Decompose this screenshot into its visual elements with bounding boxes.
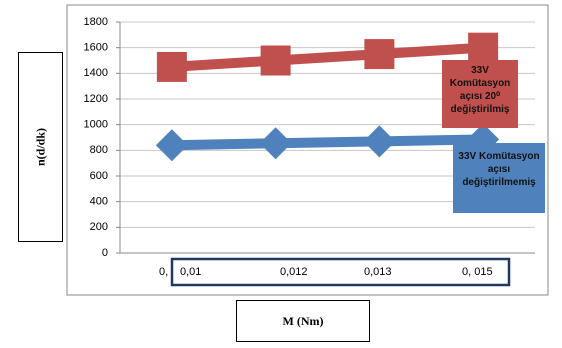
- legend-entry: 33V Komütasyon açısı 20⁰ değiştirilmiş: [442, 60, 518, 128]
- x-axis-label: M (Nm): [236, 300, 370, 342]
- legend-entry: 33V Komütasyon açısı değiştirilmemiş: [453, 143, 545, 213]
- chart-border: [66, 4, 549, 296]
- marker: [156, 51, 187, 82]
- y-tick-label: 1600: [84, 42, 108, 54]
- series-line: [171, 134, 484, 151]
- y-axis-label: n(d/dk): [33, 127, 47, 167]
- y-tick-label: 0: [102, 247, 108, 259]
- marker: [260, 45, 291, 76]
- series-line: [171, 42, 484, 72]
- marker: [155, 129, 188, 162]
- x-tick-label: 0,013: [364, 266, 392, 278]
- marker: [259, 127, 292, 160]
- y-tick-label: 1400: [84, 67, 108, 79]
- y-tick-label: 600: [90, 170, 108, 182]
- y-tick-label: 200: [90, 221, 108, 233]
- x-tick-label: 0, 015: [462, 266, 493, 278]
- y-tick-label: 800: [90, 144, 108, 156]
- x-tick-label: 0,01: [180, 266, 201, 278]
- marker: [468, 32, 499, 63]
- x-tick-label-remnant: 0,: [159, 266, 168, 278]
- y-tick-label: 1000: [84, 119, 108, 131]
- x-tick-label-box: [170, 257, 511, 287]
- marker: [364, 39, 395, 70]
- y-axis-label-box: n(d/dk): [18, 52, 63, 242]
- y-tick-label: 400: [90, 196, 108, 208]
- x-tick-label: 0,012: [280, 266, 308, 278]
- marker: [363, 125, 396, 158]
- y-tick-label: 1800: [84, 16, 108, 28]
- y-tick-label: 1200: [84, 93, 108, 105]
